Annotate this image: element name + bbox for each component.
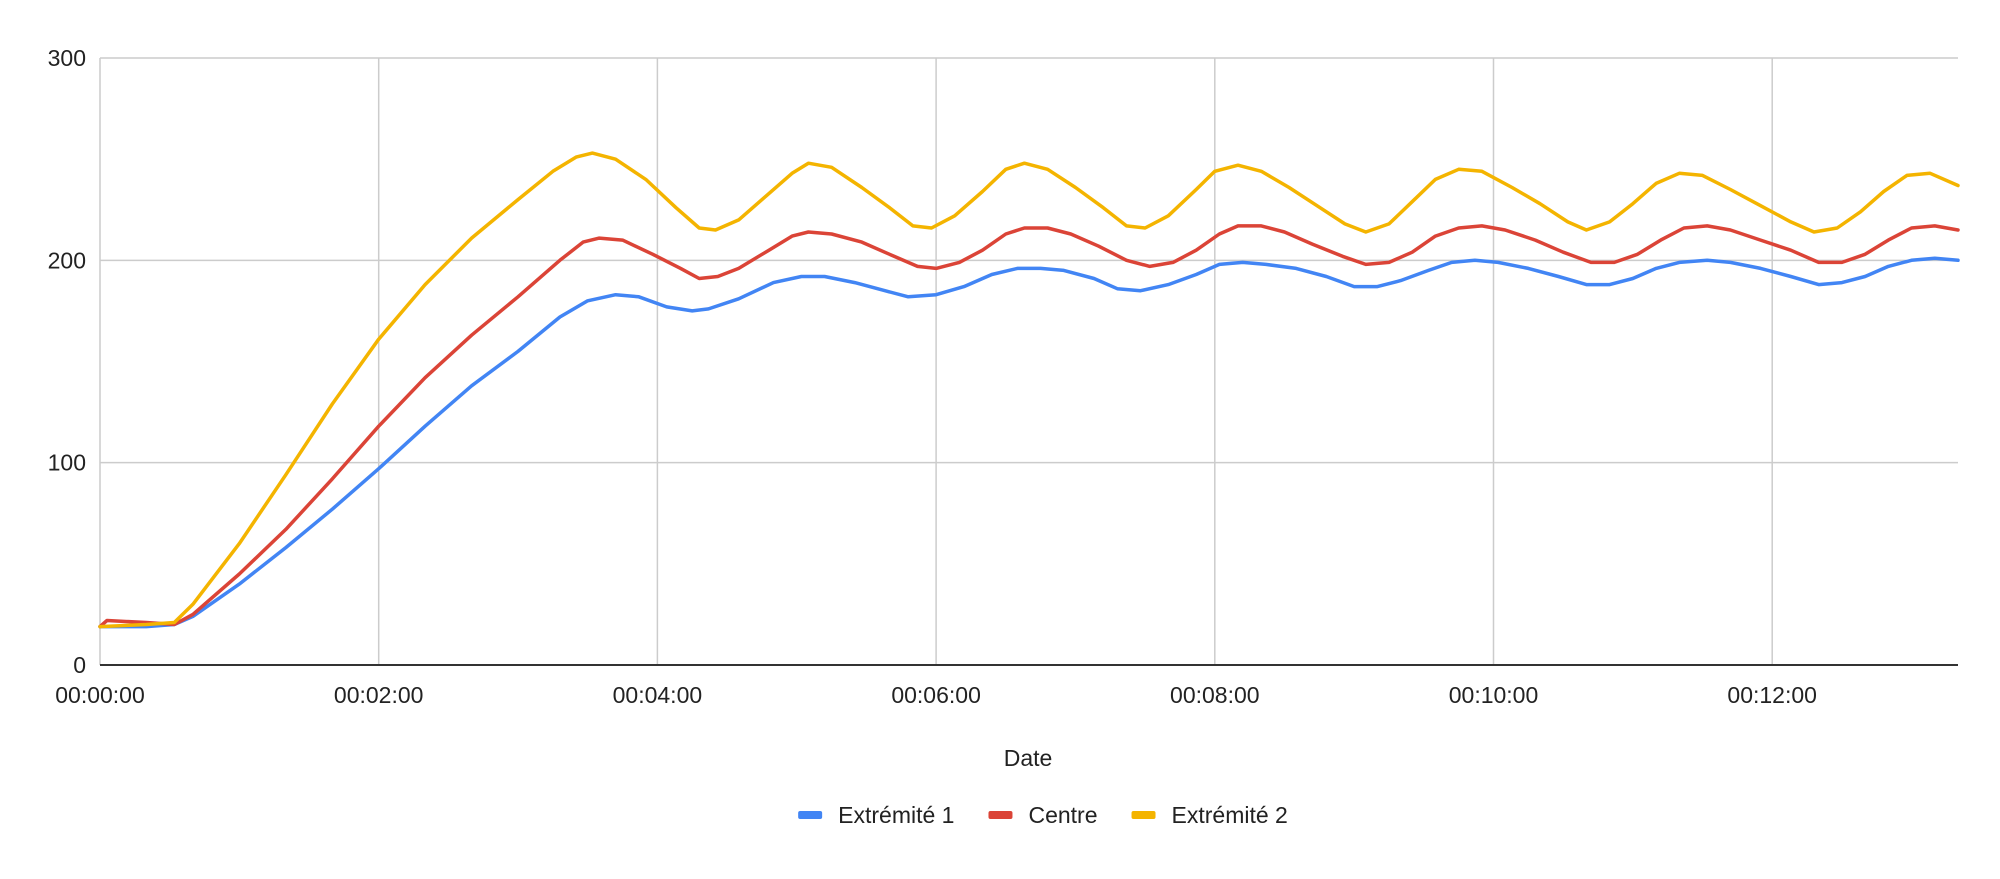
legend-swatch bbox=[1131, 811, 1156, 819]
legend-label: Extrémité 2 bbox=[1172, 802, 1288, 828]
legend-swatch bbox=[988, 811, 1013, 819]
x-tick-label: 00:04:00 bbox=[613, 682, 703, 708]
x-axis-title: Date bbox=[1004, 745, 1053, 771]
y-tick-label: 300 bbox=[48, 45, 86, 71]
series-line-2 bbox=[98, 224, 1960, 629]
x-tick-label: 00:02:00 bbox=[334, 682, 424, 708]
y-tick-label: 200 bbox=[48, 247, 86, 273]
x-tick-label: 00:10:00 bbox=[1449, 682, 1539, 708]
legend-label: Extrémité 1 bbox=[838, 802, 954, 828]
y-tick-label: 100 bbox=[48, 450, 86, 476]
legend-swatch bbox=[798, 811, 823, 819]
series-lines bbox=[98, 151, 1960, 629]
legend-item: Extrémité 2 bbox=[1131, 802, 1288, 828]
x-tick-label: 00:06:00 bbox=[891, 682, 981, 708]
legend: Extrémité 1 Centre Extrémité 2 bbox=[798, 802, 1288, 828]
y-tick-label: 0 bbox=[73, 652, 86, 678]
x-tick-label: 00:08:00 bbox=[1170, 682, 1260, 708]
x-tick-label: 00:12:00 bbox=[1727, 682, 1817, 708]
grid-lines bbox=[99, 57, 1958, 665]
legend-item: Extrémité 1 bbox=[798, 802, 954, 828]
legend-item: Centre bbox=[988, 802, 1098, 828]
tick-labels: 0 100 200 300 00:00:00 00:02:00 00:04:00 00:06:… bbox=[48, 45, 1817, 708]
series-line-3 bbox=[98, 151, 1960, 629]
x-tick-label: 00:00:00 bbox=[55, 682, 145, 708]
series-line-1 bbox=[98, 256, 1960, 629]
legend-label: Centre bbox=[1028, 802, 1097, 828]
